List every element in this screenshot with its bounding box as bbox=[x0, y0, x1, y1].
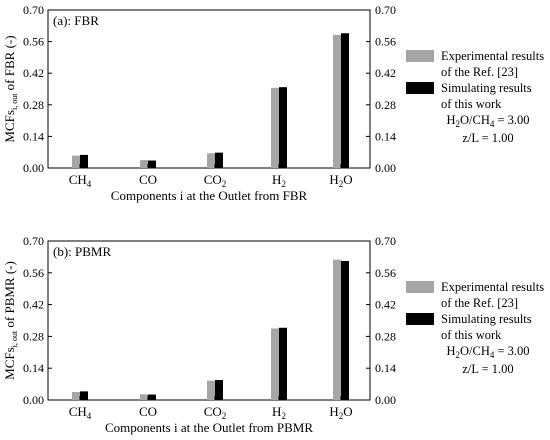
bar-experimental bbox=[140, 160, 148, 168]
bar-experimental bbox=[72, 392, 80, 400]
y-tick-label: 0.28 bbox=[23, 329, 44, 343]
bar-simulated bbox=[279, 87, 287, 168]
bar-simulated bbox=[279, 327, 287, 400]
legend-label: of the Ref. [23] bbox=[441, 65, 518, 79]
y-tick-label: 0.42 bbox=[23, 298, 44, 312]
x-tick-label: H2 bbox=[272, 404, 286, 421]
legend-label: Simulating results bbox=[441, 312, 532, 326]
legend-label: Experimental results bbox=[441, 49, 544, 63]
y-tick-label: 0.00 bbox=[23, 393, 44, 407]
right-y-tick-label: 0.70 bbox=[375, 234, 396, 248]
legend-label: of this work bbox=[441, 328, 502, 342]
right-y-tick-label: 0.28 bbox=[375, 329, 396, 343]
y-tick-label: 0.70 bbox=[23, 3, 44, 17]
y-axis-label: MCFsi, out of PBMR (-) bbox=[2, 261, 19, 380]
x-tick-label: H2 bbox=[272, 172, 286, 189]
right-y-tick-label: 0.00 bbox=[375, 393, 396, 407]
y-tick-label: 0.56 bbox=[23, 266, 44, 280]
legend-swatch bbox=[406, 313, 434, 325]
panel-label: (b): PBMR bbox=[53, 244, 111, 259]
y-tick-label: 0.00 bbox=[23, 161, 44, 175]
chart-panel-b: 0.00 0.00 0.14 0.14 0.28 0.28 0.42 0.42 0.56 0.56… bbox=[2, 234, 544, 435]
x-tick-label: CO2 bbox=[204, 172, 227, 189]
x-axis-label: Components i at the Outlet from PBMR bbox=[105, 420, 313, 435]
legend-note: H2O/CH4 = 3.00 bbox=[446, 344, 529, 360]
right-y-tick-label: 0.56 bbox=[375, 35, 396, 49]
bar-experimental bbox=[333, 259, 341, 400]
y-tick-label: 0.70 bbox=[23, 234, 44, 248]
bar-experimental bbox=[207, 153, 215, 168]
plot-frame bbox=[47, 9, 371, 169]
bar-experimental bbox=[271, 328, 279, 400]
right-y-tick-label: 0.14 bbox=[375, 129, 396, 143]
right-y-tick-label: 0.42 bbox=[375, 66, 396, 80]
legend-note: z/L = 1.00 bbox=[462, 131, 513, 145]
x-tick-label: CO bbox=[139, 404, 157, 419]
y-tick-label: 0.14 bbox=[23, 129, 44, 143]
legend-swatch bbox=[406, 281, 434, 293]
x-tick-label: CO bbox=[139, 172, 157, 187]
legend-note: H2O/CH4 = 3.00 bbox=[446, 113, 529, 129]
bar-experimental bbox=[207, 380, 215, 400]
panel-label: (a): FBR bbox=[53, 13, 99, 28]
x-tick-label: CO2 bbox=[204, 404, 227, 421]
legend: Experimental results of the Ref. [23] Simu… bbox=[406, 49, 544, 145]
legend-swatch bbox=[406, 82, 434, 94]
bar-simulated bbox=[80, 154, 88, 168]
bar-simulated bbox=[341, 260, 349, 400]
x-tick-label: CH4 bbox=[69, 404, 92, 421]
legend: Experimental results of the Ref. [23] Simu… bbox=[406, 280, 544, 376]
right-y-tick-label: 0.42 bbox=[375, 298, 396, 312]
plot-frame bbox=[47, 240, 371, 401]
legend-note: z/L = 1.00 bbox=[462, 362, 513, 376]
legend-label: of this work bbox=[441, 97, 502, 111]
x-tick-label: CH4 bbox=[69, 172, 92, 189]
y-tick-label: 0.42 bbox=[23, 66, 44, 80]
bar-simulated bbox=[215, 152, 223, 168]
y-tick-label: 0.14 bbox=[23, 361, 44, 375]
bar-simulated bbox=[341, 33, 349, 169]
bar-experimental bbox=[271, 87, 279, 168]
legend-label: Simulating results bbox=[441, 81, 532, 95]
x-axis-label: Components i at the Outlet from FBR bbox=[111, 188, 308, 203]
right-y-tick-label: 0.00 bbox=[375, 161, 396, 175]
bar-simulated bbox=[80, 391, 88, 400]
bar-experimental bbox=[140, 394, 148, 400]
y-tick-label: 0.28 bbox=[23, 98, 44, 112]
bar-experimental bbox=[333, 34, 341, 169]
right-y-tick-label: 0.14 bbox=[375, 361, 396, 375]
right-y-tick-label: 0.28 bbox=[375, 98, 396, 112]
x-tick-label: H2O bbox=[329, 404, 352, 421]
bar-experimental bbox=[72, 155, 80, 168]
legend-label: of the Ref. [23] bbox=[441, 296, 518, 310]
x-tick-label: H2O bbox=[329, 172, 352, 189]
legend-swatch bbox=[406, 50, 434, 62]
bar-simulated bbox=[148, 394, 156, 400]
y-axis-label: MCFsi, out of FBR (-) bbox=[2, 35, 19, 142]
y-tick-label: 0.56 bbox=[23, 35, 44, 49]
bar-simulated bbox=[148, 160, 156, 168]
bar-simulated bbox=[215, 380, 223, 400]
right-y-tick-label: 0.70 bbox=[375, 3, 396, 17]
legend-label: Experimental results bbox=[441, 280, 544, 294]
chart-panel-a: 0.00 0.00 0.14 0.14 0.28 0.28 0.42 0.42 0.56 0.56… bbox=[2, 3, 544, 203]
right-y-tick-label: 0.56 bbox=[375, 266, 396, 280]
